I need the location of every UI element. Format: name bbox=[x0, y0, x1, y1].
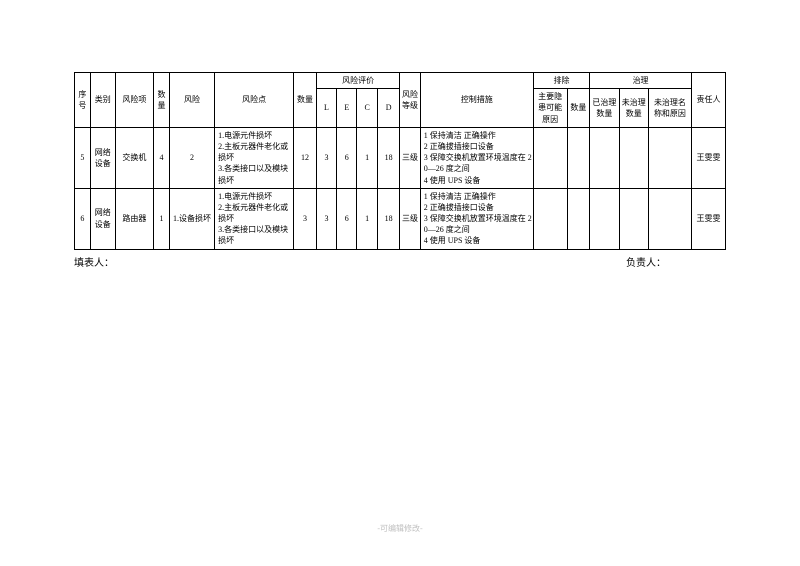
footer-right: 负责人： bbox=[626, 254, 726, 269]
col-D: D bbox=[377, 89, 400, 128]
watermark: -可编辑修改- bbox=[377, 523, 422, 534]
col-risk-level: 风险等级 bbox=[400, 73, 420, 128]
cell-control: 1 保持清洁 正确操作2 正确拔插接口设备3 保障交换机放置环境温度在 20—2… bbox=[420, 188, 533, 249]
cell-risk-point: 1.电源元件损坏2.主板元器件老化或损坏3.各类接口以及模块损坏 bbox=[215, 188, 294, 249]
cell-main-reason bbox=[533, 188, 567, 249]
cell-untreated-qty bbox=[619, 127, 648, 188]
cell-risk-level: 三级 bbox=[400, 188, 420, 249]
col-qty3: 数量 bbox=[567, 89, 590, 128]
cell-D: 18 bbox=[377, 188, 400, 249]
cell-C: 1 bbox=[357, 127, 377, 188]
col-C: C bbox=[357, 89, 377, 128]
cell-risk-level: 三级 bbox=[400, 127, 420, 188]
col-treated-qty: 已治理数量 bbox=[590, 89, 619, 128]
cell-qty: 4 bbox=[154, 127, 170, 188]
cell-qty2: 12 bbox=[294, 127, 317, 188]
cell-category: 网络设备 bbox=[90, 188, 115, 249]
cell-seq: 5 bbox=[75, 127, 91, 188]
col-E: E bbox=[337, 89, 357, 128]
col-risk: 风险 bbox=[169, 73, 214, 128]
cell-risk-item: 路由器 bbox=[115, 188, 153, 249]
cell-risk-point: 1.电源元件损坏2.主板元器件老化或损坏3.各类接口以及模块损坏 bbox=[215, 127, 294, 188]
cell-E: 6 bbox=[337, 127, 357, 188]
col-risk-point: 风险点 bbox=[215, 73, 294, 128]
col-control: 控制措施 bbox=[420, 73, 533, 128]
footer-row: 填表人： 负责人： bbox=[74, 250, 726, 269]
col-treat-group: 治理 bbox=[590, 73, 692, 89]
cell-treated-qty bbox=[590, 188, 619, 249]
footer-left: 填表人： bbox=[74, 254, 114, 269]
cell-seq: 6 bbox=[75, 188, 91, 249]
col-responsible: 责任人 bbox=[691, 73, 725, 128]
cell-L: 3 bbox=[316, 127, 336, 188]
col-eval-group: 风险评价 bbox=[316, 73, 400, 89]
document-content: 序号 类别 风险项 数量 风险 风险点 数量 风险评价 风险等级 控制措施 排除… bbox=[0, 0, 800, 269]
col-untreated-qty: 未治理数量 bbox=[619, 89, 648, 128]
cell-risk: 2 bbox=[169, 127, 214, 188]
col-L: L bbox=[316, 89, 336, 128]
cell-L: 3 bbox=[316, 188, 336, 249]
cell-qty: 1 bbox=[154, 188, 170, 249]
table-body: 5 网络设备 交换机 4 2 1.电源元件损坏2.主板元器件老化或损坏3.各类接… bbox=[75, 127, 726, 249]
cell-D: 18 bbox=[377, 127, 400, 188]
col-seq: 序号 bbox=[75, 73, 91, 128]
cell-qty3 bbox=[567, 127, 590, 188]
cell-C: 1 bbox=[357, 188, 377, 249]
col-risk-item: 风险项 bbox=[115, 73, 153, 128]
table-row: 6 网络设备 路由器 1 1.设备损坏 1.电源元件损坏2.主板元器件老化或损坏… bbox=[75, 188, 726, 249]
col-main-reason: 主要隐患可能原因 bbox=[533, 89, 567, 128]
cell-responsible: 王雯雯 bbox=[691, 127, 725, 188]
col-qty: 数量 bbox=[154, 73, 170, 128]
cell-untreated-reason bbox=[648, 188, 691, 249]
cell-main-reason bbox=[533, 127, 567, 188]
table-header: 序号 类别 风险项 数量 风险 风险点 数量 风险评价 风险等级 控制措施 排除… bbox=[75, 73, 726, 128]
cell-qty3 bbox=[567, 188, 590, 249]
cell-untreated-qty bbox=[619, 188, 648, 249]
cell-responsible: 王雯雯 bbox=[691, 188, 725, 249]
cell-E: 6 bbox=[337, 188, 357, 249]
cell-qty2: 3 bbox=[294, 188, 317, 249]
cell-treated-qty bbox=[590, 127, 619, 188]
cell-category: 网络设备 bbox=[90, 127, 115, 188]
cell-untreated-reason bbox=[648, 127, 691, 188]
risk-table: 序号 类别 风险项 数量 风险 风险点 数量 风险评价 风险等级 控制措施 排除… bbox=[74, 72, 726, 250]
col-qty2: 数量 bbox=[294, 73, 317, 128]
cell-risk-item: 交换机 bbox=[115, 127, 153, 188]
table-row: 5 网络设备 交换机 4 2 1.电源元件损坏2.主板元器件老化或损坏3.各类接… bbox=[75, 127, 726, 188]
col-exclude-group: 排除 bbox=[533, 73, 589, 89]
cell-risk: 1.设备损坏 bbox=[169, 188, 214, 249]
cell-control: 1 保持清洁 正确操作2 正确拔插接口设备3 保障交换机放置环境温度在 20—2… bbox=[420, 127, 533, 188]
col-untreated-reason: 未治理名称和原因 bbox=[648, 89, 691, 128]
col-category: 类别 bbox=[90, 73, 115, 128]
